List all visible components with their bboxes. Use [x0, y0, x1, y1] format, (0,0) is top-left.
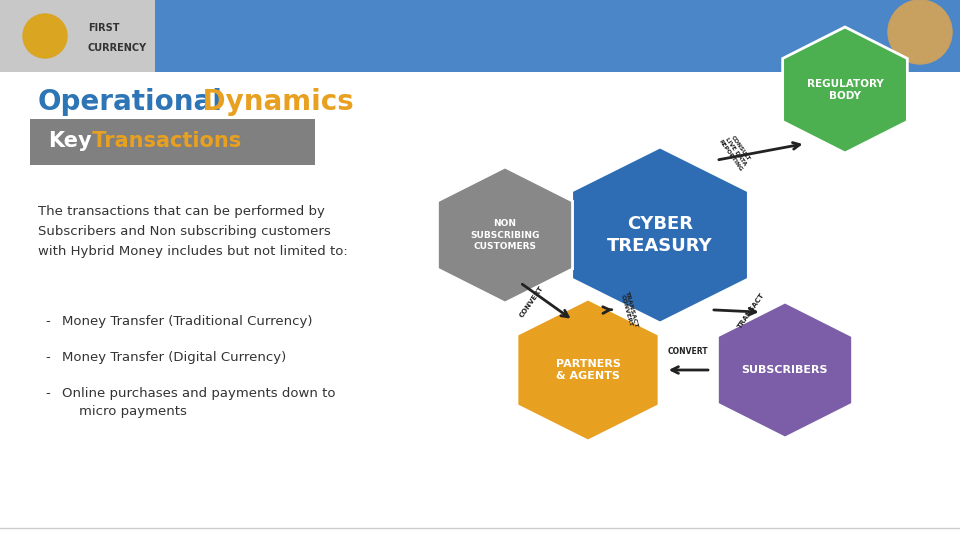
Text: Operational: Operational	[38, 88, 223, 116]
Text: NON
SUBSCRIBING
CUSTOMERS: NON SUBSCRIBING CUSTOMERS	[470, 219, 540, 251]
Text: Online purchases and payments down to
    micro payments: Online purchases and payments down to mi…	[62, 387, 335, 418]
Text: CONSULT
LIVE DATA
REPORTING: CONSULT LIVE DATA REPORTING	[718, 132, 754, 172]
Text: -: -	[45, 351, 50, 364]
Text: Dynamics: Dynamics	[193, 88, 353, 116]
Text: -: -	[45, 387, 50, 400]
Polygon shape	[517, 299, 659, 441]
Circle shape	[888, 0, 952, 64]
Polygon shape	[571, 147, 749, 323]
Text: CURRENCY: CURRENCY	[88, 43, 147, 53]
FancyBboxPatch shape	[30, 119, 315, 165]
Polygon shape	[438, 167, 572, 303]
Text: TRANSACT: TRANSACT	[736, 292, 766, 330]
Text: Transactions: Transactions	[85, 131, 241, 151]
Circle shape	[23, 14, 67, 58]
Text: CONVERT: CONVERT	[668, 348, 708, 356]
FancyBboxPatch shape	[0, 0, 155, 72]
Text: -: -	[45, 315, 50, 328]
Text: TRANSACT
CONVERT: TRANSACT CONVERT	[619, 291, 638, 329]
Text: CYBER
TREASURY: CYBER TREASURY	[607, 215, 713, 255]
Text: REGULATORY
BODY: REGULATORY BODY	[806, 79, 883, 101]
Text: PARTNERS
& AGENTS: PARTNERS & AGENTS	[556, 359, 620, 381]
Text: SUBSCRIBERS: SUBSCRIBERS	[742, 365, 828, 375]
Text: FIRST: FIRST	[88, 23, 119, 33]
Text: Money Transfer (Digital Currency): Money Transfer (Digital Currency)	[62, 351, 286, 364]
Text: Money Transfer (Traditional Currency): Money Transfer (Traditional Currency)	[62, 315, 313, 328]
FancyBboxPatch shape	[0, 0, 960, 72]
Polygon shape	[782, 27, 907, 153]
Text: The transactions that can be performed by
Subscribers and Non subscribing custom: The transactions that can be performed b…	[38, 205, 348, 258]
Text: CONVERT: CONVERT	[518, 285, 544, 319]
Polygon shape	[717, 302, 852, 438]
Text: Key: Key	[48, 131, 91, 151]
